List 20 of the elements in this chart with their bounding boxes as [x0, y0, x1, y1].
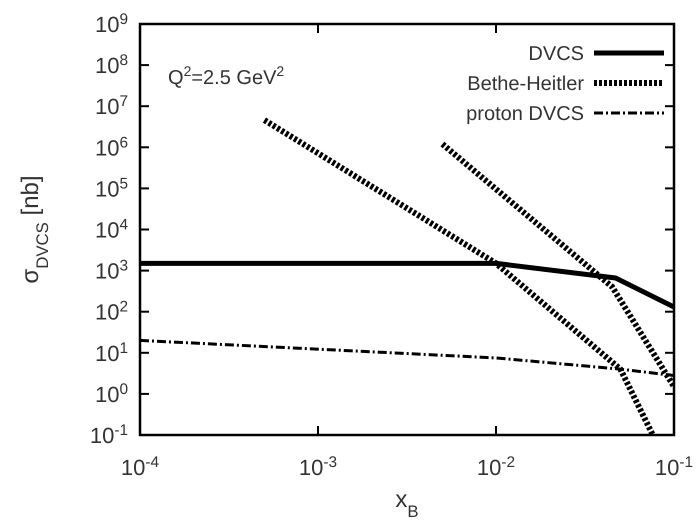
- y-tick-label: 10$^{9}$: [94, 10, 128, 37]
- y-tick-label: 10$^{5}$: [94, 174, 128, 202]
- x-tick-label: 10$^{-1}$: [654, 454, 694, 480]
- y-tick-label: 10$^{8}$: [94, 52, 128, 78]
- x-tick-label: 10$^{-3}$: [298, 454, 338, 480]
- x-axis-title: x$_{B}$: [395, 486, 419, 520]
- y-tick-label: 10$^{4}$: [94, 216, 128, 242]
- y-tick-label: 10$^{-1}$: [90, 422, 128, 448]
- legend-label: DVCS: [528, 43, 584, 65]
- y-tick-label: 10$^{7}$: [94, 92, 128, 120]
- legend-label: Bethe-Heitler: [467, 73, 584, 95]
- y-tick-label: 10$^{3}$: [94, 257, 128, 284]
- x-tick-label: 10$^{-4}$: [120, 454, 160, 480]
- y-tick-label: 10$^{2}$: [94, 298, 128, 325]
- x-tick-label: 10$^{-2}$: [476, 454, 516, 480]
- legend-label: proton DVCS: [466, 103, 584, 125]
- y-tick-label: 10$^{1}$: [94, 339, 128, 366]
- y-tick-label: 10$^{0}$: [94, 380, 128, 407]
- y-tick-label: 10$^{6}$: [94, 134, 128, 160]
- annotation: Q$^{2}$=2.5 GeV$^{2}$: [168, 63, 284, 89]
